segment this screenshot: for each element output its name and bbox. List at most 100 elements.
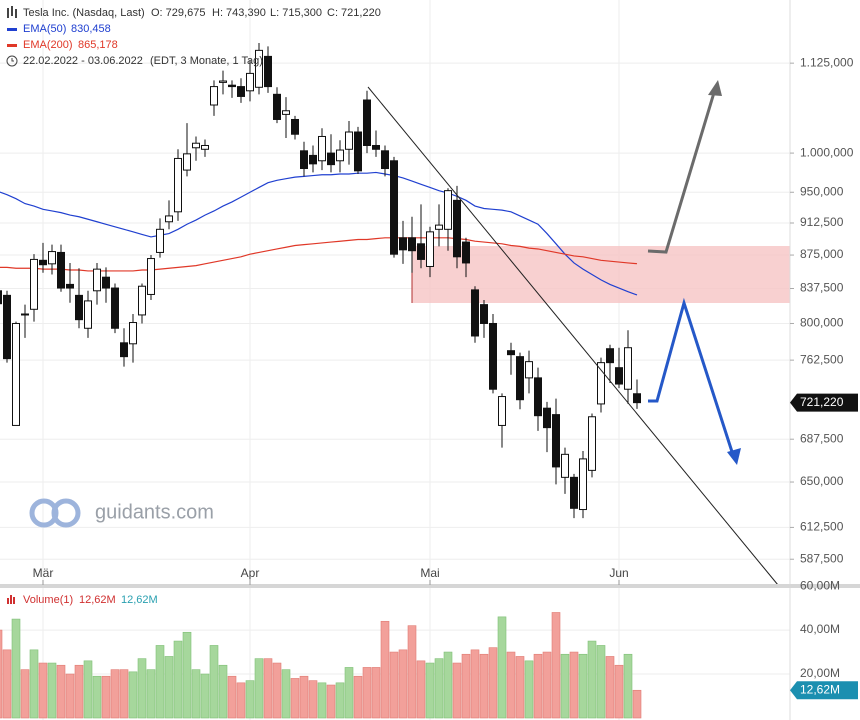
volume-bar [605, 656, 615, 719]
candle-body [210, 86, 218, 106]
candle-body [264, 55, 272, 88]
volume-bar [524, 660, 534, 719]
volume-bar [263, 658, 273, 719]
logo-text: guidants.com [95, 501, 214, 523]
candle-body [255, 49, 263, 88]
y-tick-label: 762,500 [800, 352, 844, 366]
volume-legend-value: 12,62M [79, 594, 116, 606]
volume-bar [101, 675, 111, 719]
candle-body [174, 157, 182, 213]
volume-bar [11, 618, 21, 719]
candle-body [498, 396, 506, 426]
candle-body [66, 283, 74, 289]
volume-bar [578, 653, 588, 719]
arrow-head [708, 80, 722, 96]
legend-swatch [7, 44, 17, 47]
arrow-down [648, 297, 736, 459]
clock-icon [11, 58, 14, 62]
volume-bar [353, 675, 363, 719]
x-tick-label: Mai [420, 566, 439, 580]
volume-bar [56, 664, 66, 719]
candle-body [75, 294, 83, 321]
candle-body [327, 152, 335, 166]
volume-bar [380, 620, 390, 719]
y-tick-label: 837,500 [800, 281, 844, 295]
volume-bar [218, 664, 228, 719]
trend-line [367, 86, 779, 586]
candle-body [552, 414, 560, 468]
volume-bar [200, 673, 210, 719]
candle-body [525, 361, 533, 379]
volume-bar [29, 649, 39, 719]
range-note: (EDT, 3 Monate, 1 Tag) [150, 55, 263, 67]
candle-body [354, 131, 362, 172]
volume-bar [164, 656, 174, 719]
candle-body [507, 350, 515, 356]
candle-body [561, 453, 569, 478]
candle-body [309, 154, 317, 165]
volume-bar [155, 645, 165, 719]
candle-body [426, 231, 434, 267]
candle-body [12, 322, 20, 426]
candle-body [291, 118, 299, 135]
y-tick-label: 612,500 [800, 520, 844, 534]
candle-body [417, 243, 425, 260]
volume-bar [569, 651, 579, 719]
logo: guidants.com [29, 498, 214, 528]
candle-body [273, 93, 281, 120]
ema-line [0, 237, 638, 272]
y-tick-label: 687,500 [800, 431, 844, 445]
y-tick-label: 912,500 [800, 215, 844, 229]
candle-body [606, 348, 614, 364]
y-tick-label: 800,000 [800, 316, 844, 330]
volume-bar [407, 625, 417, 719]
volume-bar [20, 669, 30, 719]
candle-body [138, 285, 146, 316]
volume-bar [506, 651, 516, 719]
candle-body [192, 142, 200, 149]
volume-bar [560, 653, 570, 719]
volume-bar [119, 669, 129, 719]
volume-bar [614, 664, 624, 719]
volume-bar [209, 645, 219, 719]
volume-bar [173, 640, 183, 719]
volume-bar [74, 664, 84, 719]
volume-bar [128, 671, 138, 719]
candle-body [237, 86, 245, 97]
volume-bar [92, 675, 102, 719]
volume-bar [272, 662, 282, 719]
candle-body [102, 276, 110, 289]
volume-bar [362, 667, 372, 719]
y-tick-label: 650,000 [800, 474, 844, 488]
x-tick-label: Apr [241, 566, 260, 580]
candle-body [129, 322, 137, 345]
candle-body [336, 149, 344, 162]
candle-body [534, 377, 542, 417]
ohlc: L: 715,300 [270, 7, 322, 19]
candle-body [93, 268, 101, 292]
candle-body [381, 150, 389, 170]
ohlc: H: 743,390 [212, 7, 266, 19]
candle-body [183, 153, 191, 171]
candle-body [624, 347, 632, 390]
candle-body [3, 294, 11, 360]
candle-body [219, 80, 227, 83]
date-range: 22.02.2022 - 03.06.2022 [23, 55, 143, 67]
candle-body [462, 241, 470, 264]
y-tick-label: 875,000 [800, 247, 844, 261]
candle-body [30, 258, 38, 310]
volume-tag-label: 12,62M [800, 682, 840, 696]
volume-tick-label: 20,00M [800, 666, 840, 680]
volume-bar [434, 658, 444, 719]
volume-bar [335, 682, 345, 719]
candle-body [300, 150, 308, 170]
volume-tag [790, 681, 858, 700]
volume-legend: Volume(1) [23, 594, 73, 606]
volume-bar [137, 658, 147, 719]
y-tick-label: 1.125,000 [800, 55, 854, 69]
volume-bar [83, 660, 93, 719]
volume-bar [38, 662, 48, 719]
volume-plot [0, 612, 642, 719]
candle-body [39, 259, 47, 266]
